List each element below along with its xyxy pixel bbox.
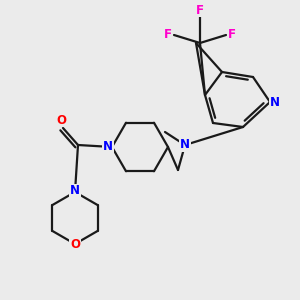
Text: O: O [56, 113, 66, 127]
Text: O: O [70, 238, 80, 251]
Text: N: N [180, 139, 190, 152]
Text: N: N [70, 184, 80, 197]
Text: F: F [228, 28, 236, 41]
Text: F: F [164, 28, 172, 41]
Text: F: F [196, 4, 204, 16]
Text: N: N [270, 95, 280, 109]
Text: N: N [103, 140, 113, 154]
